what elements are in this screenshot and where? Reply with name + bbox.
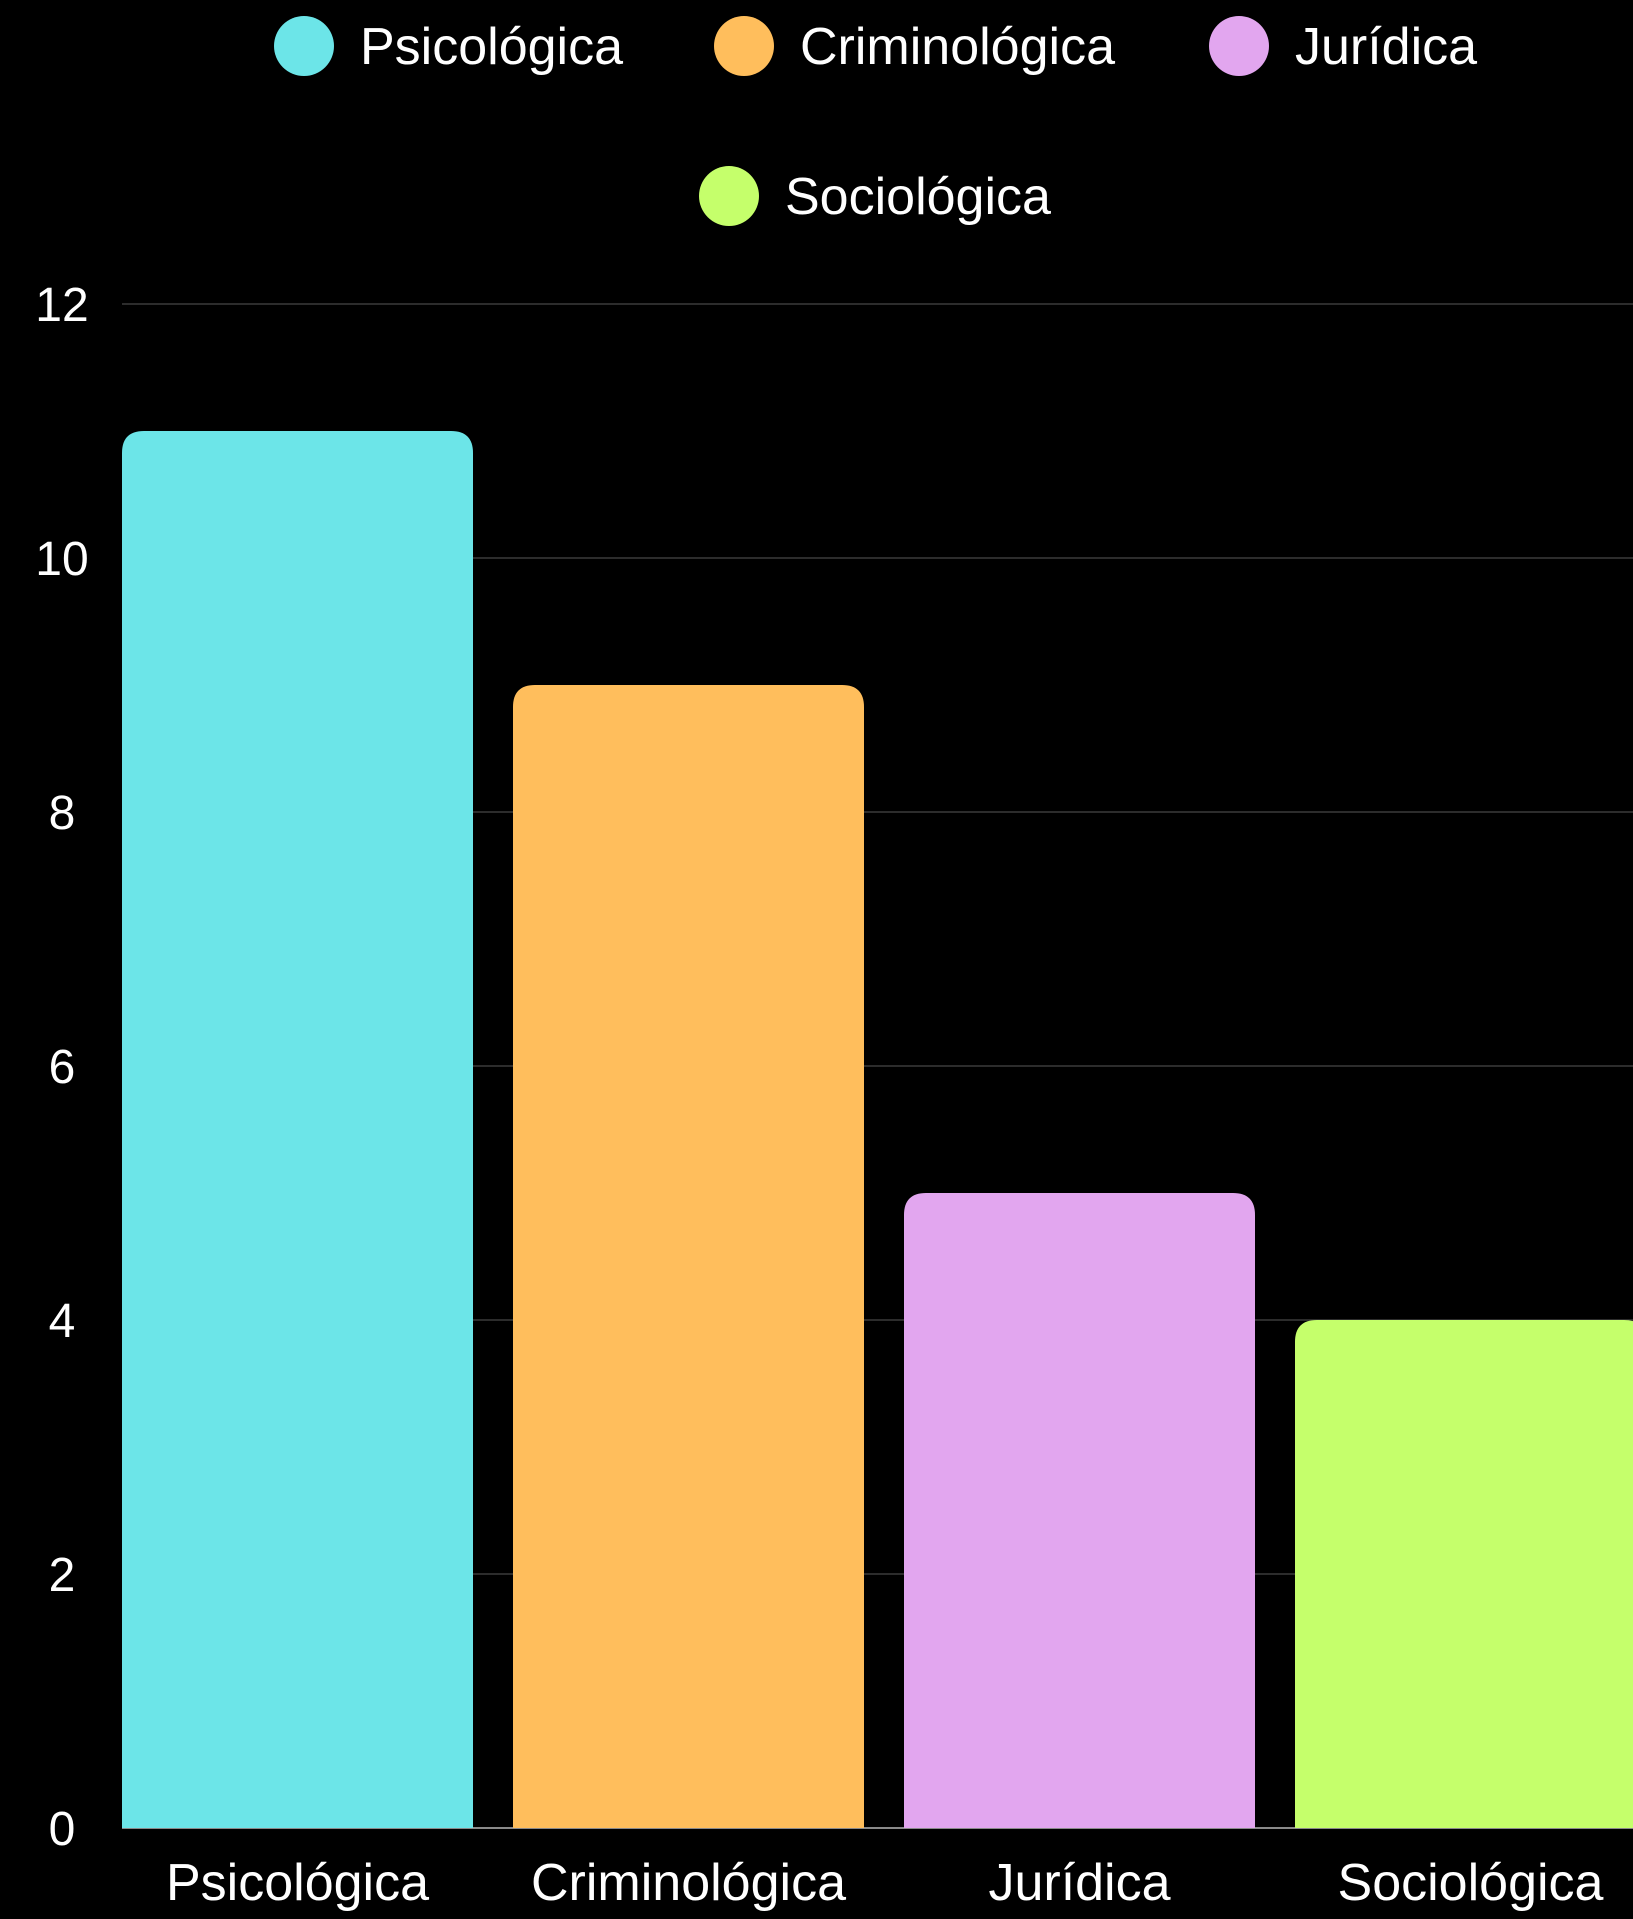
legend-item[interactable]: Sociológica (699, 166, 1051, 226)
y-tick-label: 4 (49, 1295, 76, 1348)
legend-item[interactable]: Psicológica (274, 16, 623, 76)
y-axis-ticks: 0 2 4 6 8 10 12 (35, 279, 88, 1856)
x-tick-label: Psicológica (166, 1854, 429, 1912)
legend-label: Criminológica (800, 18, 1115, 76)
legend-swatch (274, 16, 334, 76)
x-tick-label: Sociológica (1338, 1854, 1604, 1912)
legend-label: Psicológica (360, 18, 623, 76)
y-tick-label: 12 (35, 279, 88, 332)
legend-item[interactable]: Jurídica (1209, 16, 1477, 76)
legend-swatch (699, 166, 759, 226)
y-tick-label: 0 (49, 1803, 76, 1856)
legend-label: Sociológica (785, 168, 1051, 226)
legend-item[interactable]: Criminológica (714, 16, 1115, 76)
x-tick-label: Jurídica (988, 1854, 1170, 1912)
x-axis-ticks: Psicológica Criminológica Jurídica Sociológ… (166, 1854, 1604, 1912)
bar-juridica[interactable] (904, 1193, 1255, 1828)
y-tick-label: 2 (49, 1549, 76, 1602)
bar-sociologica[interactable] (1295, 1320, 1633, 1828)
y-tick-label: 10 (35, 533, 88, 586)
legend: Psicológica Criminológica Jurídica Sociológ… (274, 16, 1477, 226)
y-tick-label: 8 (49, 787, 76, 840)
y-tick-label: 6 (49, 1041, 76, 1094)
bars (122, 431, 1633, 1828)
legend-swatch (714, 16, 774, 76)
x-tick-label: Criminológica (531, 1854, 846, 1912)
legend-label: Jurídica (1295, 18, 1477, 76)
bar-criminologica[interactable] (513, 685, 864, 1828)
legend-swatch (1209, 16, 1269, 76)
bar-psicologica[interactable] (122, 431, 473, 1828)
